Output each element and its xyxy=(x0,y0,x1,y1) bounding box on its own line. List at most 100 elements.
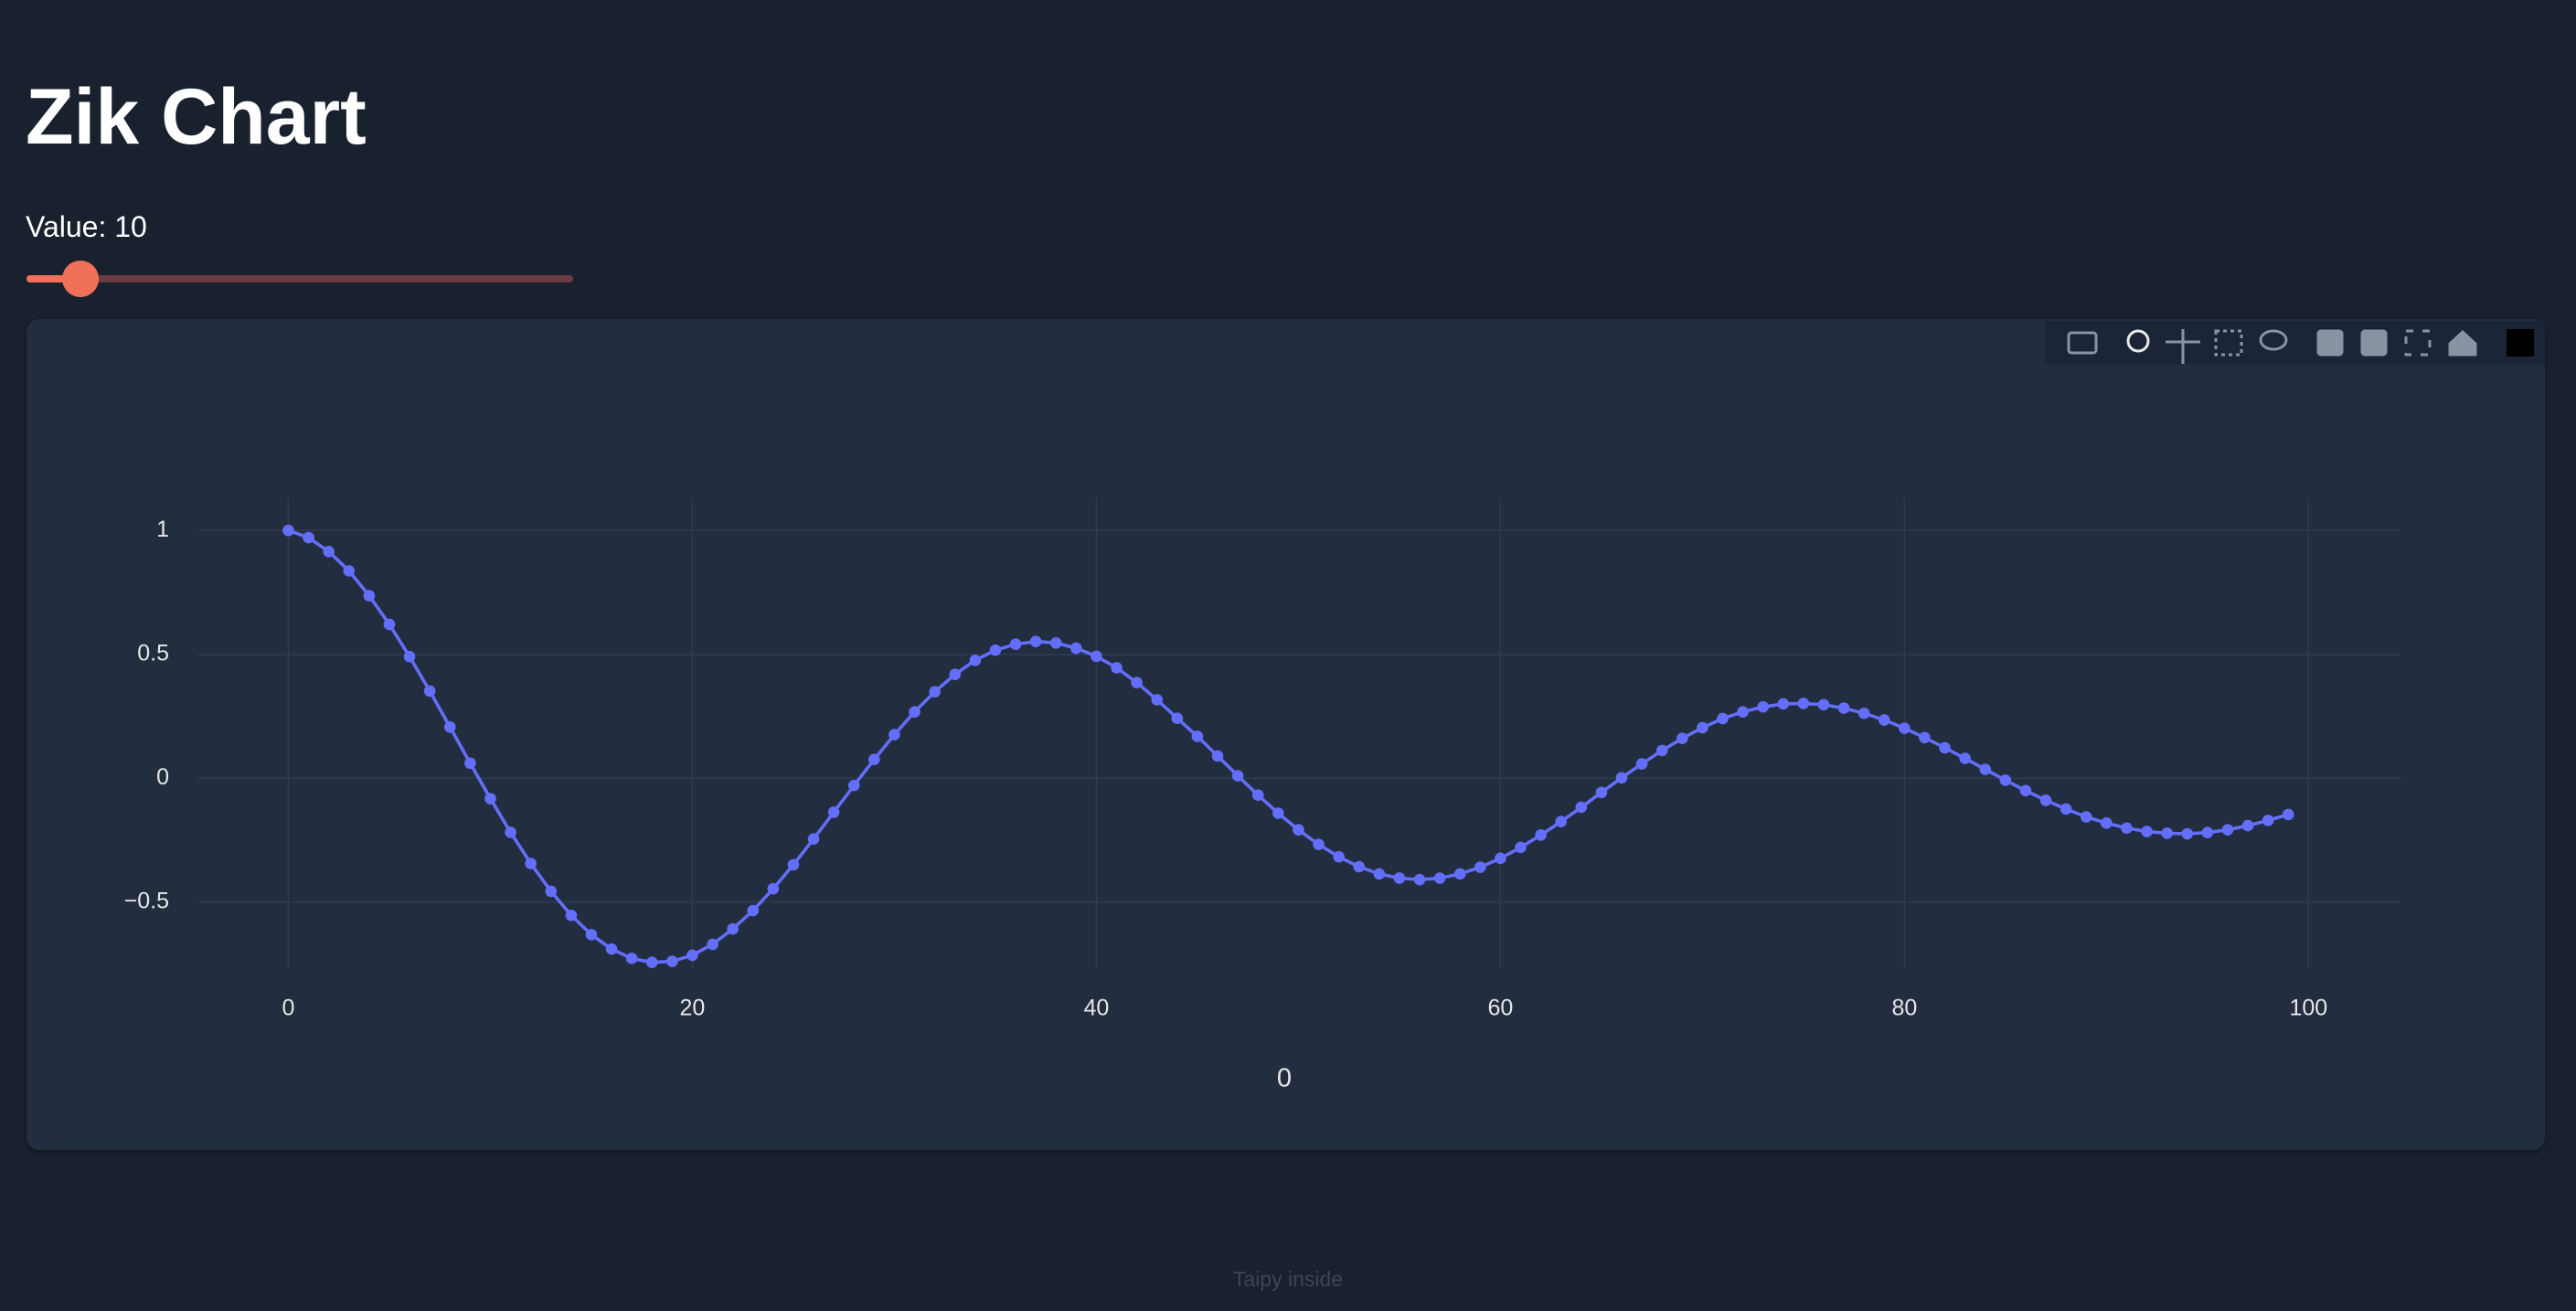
data-point xyxy=(525,858,537,869)
zoom-icon[interactable] xyxy=(2126,329,2150,353)
data-point xyxy=(303,531,314,544)
y-tick-label: −0.5 xyxy=(124,888,169,913)
data-point xyxy=(1737,706,1749,718)
data-point xyxy=(1453,868,1466,880)
data-point xyxy=(1515,841,1527,854)
data-point xyxy=(1857,707,1870,719)
data-point xyxy=(1211,750,1224,762)
data-point xyxy=(464,757,476,770)
data-point xyxy=(1697,721,1708,734)
data-point xyxy=(666,955,678,967)
data-point xyxy=(2181,827,2194,840)
data-point xyxy=(1777,698,1790,710)
data-point xyxy=(2080,811,2092,823)
data-point xyxy=(727,922,739,935)
data-point xyxy=(1131,677,1143,688)
data-point xyxy=(1757,700,1769,713)
data-point xyxy=(2221,824,2234,836)
data-point xyxy=(1231,770,1244,782)
data-point xyxy=(1939,741,1951,754)
data-point xyxy=(625,953,638,965)
y-tick-label: 1 xyxy=(156,517,169,542)
data-point xyxy=(2282,808,2294,821)
data-point xyxy=(2241,819,2254,832)
data-point xyxy=(1919,731,1931,744)
data-point xyxy=(1413,873,1426,886)
page-title: Zik Chart xyxy=(26,73,367,161)
data-point xyxy=(687,949,698,962)
data-point xyxy=(1676,732,1688,744)
data-point xyxy=(1151,694,1164,706)
x-tick-label: 80 xyxy=(1891,996,1917,1021)
data-point xyxy=(747,904,760,917)
x-axis-title: 0 xyxy=(1277,1064,1292,1093)
data-point xyxy=(565,909,578,922)
autoscale-icon[interactable] xyxy=(2404,329,2432,357)
y-tick-label: 0.5 xyxy=(137,640,169,666)
pan-icon[interactable] xyxy=(2166,329,2200,364)
data-point xyxy=(484,793,496,805)
data-point xyxy=(1313,838,1325,850)
data-point xyxy=(909,706,921,718)
data-point xyxy=(827,806,840,818)
chart: 0 −0.5 0 0.5 1 0 20 40 60 80 100 xyxy=(123,321,2545,1093)
data-point xyxy=(423,685,436,698)
data-point xyxy=(1635,758,1648,770)
footer: Taipy inside xyxy=(1232,1267,1344,1291)
chart-card xyxy=(27,319,2545,1150)
data-point xyxy=(383,618,396,631)
slider-track[interactable] xyxy=(27,275,573,282)
data-point xyxy=(1595,786,1608,799)
x-tick-label: 20 xyxy=(680,996,706,1021)
data-point xyxy=(2141,826,2153,837)
data-point xyxy=(1191,730,1204,742)
data-point xyxy=(2101,817,2113,829)
data-point xyxy=(1353,860,1365,873)
reset-icon[interactable] xyxy=(2448,329,2477,357)
data-point xyxy=(363,590,376,602)
data-point xyxy=(707,938,719,951)
data-point xyxy=(443,720,456,733)
lasso-icon[interactable] xyxy=(2259,329,2288,351)
zoom-in-icon[interactable] xyxy=(2316,329,2344,357)
data-point xyxy=(2161,827,2173,839)
data-point xyxy=(2262,815,2274,826)
data-point xyxy=(1373,868,1386,880)
data-point xyxy=(545,885,558,898)
data-point xyxy=(323,545,335,558)
x-tick-label: 100 xyxy=(2289,996,2327,1021)
x-tick-label: 0 xyxy=(282,996,294,1021)
data-point xyxy=(1433,872,1446,884)
data-point xyxy=(343,565,356,577)
y-tick-label: 0 xyxy=(156,764,169,790)
data-point xyxy=(505,826,516,838)
data-line xyxy=(287,528,2289,965)
plotly-logo[interactable] xyxy=(2507,329,2534,357)
zoom-out-icon[interactable] xyxy=(2360,329,2388,357)
data-point xyxy=(1272,807,1284,819)
data-point xyxy=(949,668,962,681)
x-tick-label: 60 xyxy=(1487,996,1513,1021)
data-point xyxy=(1555,815,1567,828)
slider-fill xyxy=(27,275,81,282)
data-point xyxy=(2019,784,2032,797)
modebar xyxy=(2045,321,2545,365)
data-point xyxy=(282,524,294,537)
data-point xyxy=(889,729,900,741)
data-point xyxy=(403,650,416,663)
data-point xyxy=(1293,824,1304,836)
camera-icon[interactable] xyxy=(2067,331,2098,355)
data-point xyxy=(1878,714,1890,726)
data-point xyxy=(847,779,860,792)
data-point xyxy=(2060,803,2072,815)
data-point xyxy=(767,882,780,895)
data-point xyxy=(1111,662,1123,674)
data-point xyxy=(1333,850,1345,863)
data-point xyxy=(868,753,880,765)
select-icon[interactable] xyxy=(2214,329,2243,357)
data-point xyxy=(1575,801,1588,814)
data-point xyxy=(1655,744,1668,757)
slider-thumb[interactable] xyxy=(62,261,99,297)
data-point xyxy=(787,858,800,871)
